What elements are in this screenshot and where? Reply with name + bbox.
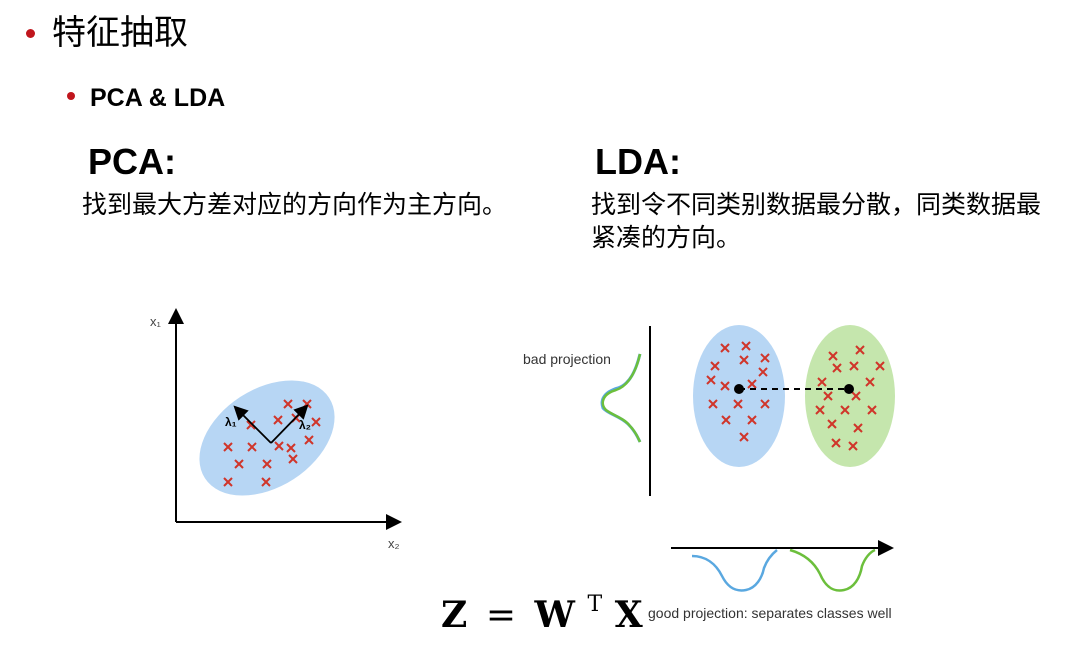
lda-heading: LDA: xyxy=(595,141,681,182)
good-projection-curve-green xyxy=(789,548,876,592)
lambda2-label: λ₂ xyxy=(299,418,311,432)
lda-data-point xyxy=(848,441,858,451)
bad-projection-curve-green xyxy=(601,353,642,443)
lda-data-point xyxy=(828,351,838,361)
lda-data-point xyxy=(831,438,841,448)
pca-x-axis-label: x₂ xyxy=(388,536,400,551)
lda-data-point xyxy=(747,379,757,389)
lda-data-point xyxy=(849,361,859,371)
pca-heading: PCA: xyxy=(88,141,176,182)
lda-data-point xyxy=(708,399,718,409)
good-projection-curve-blue xyxy=(691,549,778,592)
lda-data-point xyxy=(815,405,825,415)
lda-data-point xyxy=(720,343,730,353)
lda-data-point xyxy=(706,375,716,385)
slide-title: 特征抽取 xyxy=(52,13,188,53)
pca-data-point xyxy=(311,417,321,427)
lda-data-point xyxy=(823,391,833,401)
lda-data-point xyxy=(851,391,861,401)
formula-x: X xyxy=(615,594,643,636)
lda-data-point xyxy=(760,353,770,363)
pca-data-point xyxy=(273,415,283,425)
svg-text:Z = W T X: Z = W T X xyxy=(441,578,643,636)
lda-data-point xyxy=(817,377,827,387)
lda-data-point xyxy=(720,381,730,391)
formula-w: W xyxy=(534,594,576,636)
pca-description: 找到最大方差对应的方向作为主方向。 xyxy=(82,190,508,219)
pca-data-point xyxy=(288,454,298,464)
lda-data-point xyxy=(739,355,749,365)
lda-data-point xyxy=(832,363,842,373)
lda-data-point xyxy=(760,399,770,409)
pca-data-point xyxy=(274,441,284,451)
lda-data-point xyxy=(710,361,720,371)
lda-data-point xyxy=(741,341,751,351)
lda-data-point xyxy=(747,415,757,425)
formula-z: Z xyxy=(441,594,467,636)
lda-data-point xyxy=(827,419,837,429)
lda-description: 找到令不同类别数据最分散，同类数据最紧凑的方向。 xyxy=(591,190,1042,252)
subtitle-bullet xyxy=(67,92,75,100)
lda-points xyxy=(706,341,885,451)
pca-data-point xyxy=(283,399,293,409)
title-bullet xyxy=(26,29,35,38)
formula-sup: T xyxy=(588,592,603,617)
pca-y-axis-label: x₁ xyxy=(150,314,162,329)
lda-data-point xyxy=(855,345,865,355)
pca-data-point xyxy=(262,459,272,469)
pca-data-point xyxy=(223,442,233,452)
lda-data-point xyxy=(758,367,768,377)
lambda2-arrow xyxy=(270,404,309,444)
pca-data-point xyxy=(304,435,314,445)
lda-data-point xyxy=(739,432,749,442)
class2-mean xyxy=(844,384,854,394)
lda-data-point xyxy=(875,361,885,371)
pca-data-point xyxy=(246,420,256,430)
lambda1-label: λ₁ xyxy=(225,415,237,429)
lda-data-point xyxy=(840,405,850,415)
class1-mean xyxy=(734,384,744,394)
lda-data-point xyxy=(733,399,743,409)
pca-data-point xyxy=(223,477,233,487)
pca-data-point xyxy=(234,459,244,469)
lda-data-point xyxy=(867,405,877,415)
lda-data-point xyxy=(853,423,863,433)
lda-data-point xyxy=(865,377,875,387)
lambda1-arrow xyxy=(233,405,272,444)
pca-data-point xyxy=(261,477,271,487)
formula-equals: = xyxy=(486,595,516,636)
good-projection-label: good projection: separates classes well xyxy=(648,605,892,621)
pca-data-point xyxy=(286,443,296,453)
slide-subtitle: PCA & LDA xyxy=(90,84,226,112)
lda-data-point xyxy=(721,415,731,425)
pca-data-point xyxy=(247,442,257,452)
bad-projection-label: bad projection xyxy=(523,351,611,367)
class2-cloud xyxy=(805,325,895,467)
